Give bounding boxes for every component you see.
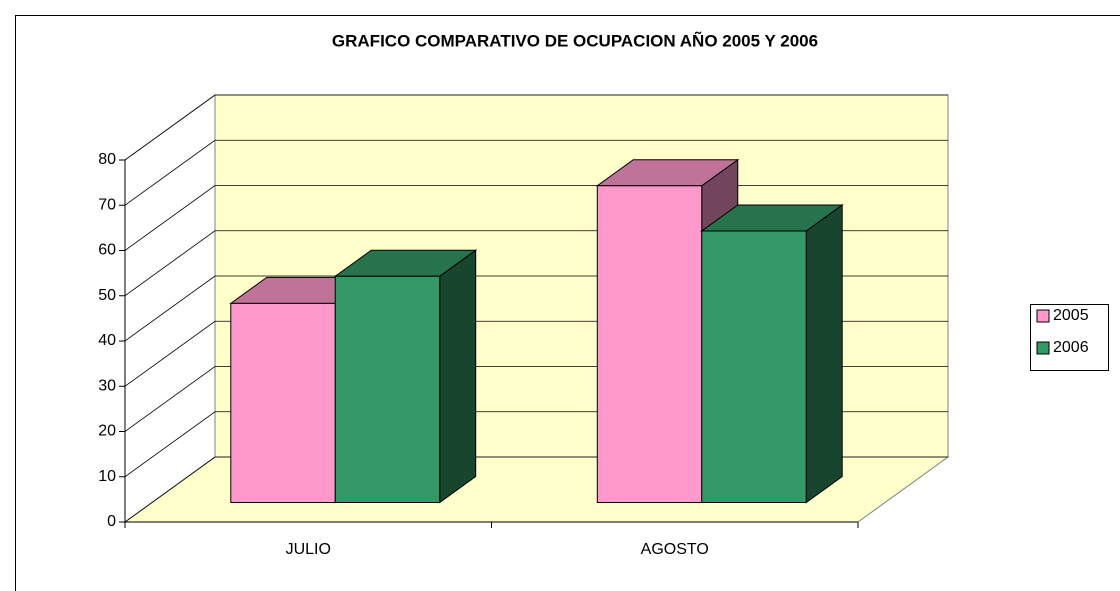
bar	[701, 230, 807, 503]
bar	[596, 185, 703, 503]
y-tick-label: 70	[98, 196, 116, 213]
y-tick-label: 80	[98, 151, 116, 168]
legend-label: 2006	[1053, 339, 1089, 356]
bar	[230, 302, 336, 503]
legend-swatch	[1036, 309, 1050, 323]
chart-title: GRAFICO COMPARATIVO DE OCUPACION AÑO 200…	[332, 30, 818, 50]
grid-line	[124, 139, 948, 206]
legend-label: 2005	[1053, 307, 1089, 324]
x-tick-label: JULIO	[286, 541, 331, 558]
x-tick-label: AGOSTO	[641, 541, 709, 558]
bar-side	[439, 249, 477, 504]
y-tick-label: 40	[98, 332, 116, 349]
y-tick-label: 20	[98, 423, 116, 440]
legend-swatch	[1036, 341, 1050, 355]
y-tick-label: 60	[98, 242, 116, 259]
y-tick-label: 10	[98, 468, 116, 485]
y-tick-label: 0	[107, 513, 116, 530]
grid-line	[124, 94, 948, 161]
bar-side	[805, 204, 843, 504]
y-tick-label: 30	[98, 377, 116, 394]
bar	[334, 275, 441, 503]
y-tick-label: 50	[98, 287, 116, 304]
